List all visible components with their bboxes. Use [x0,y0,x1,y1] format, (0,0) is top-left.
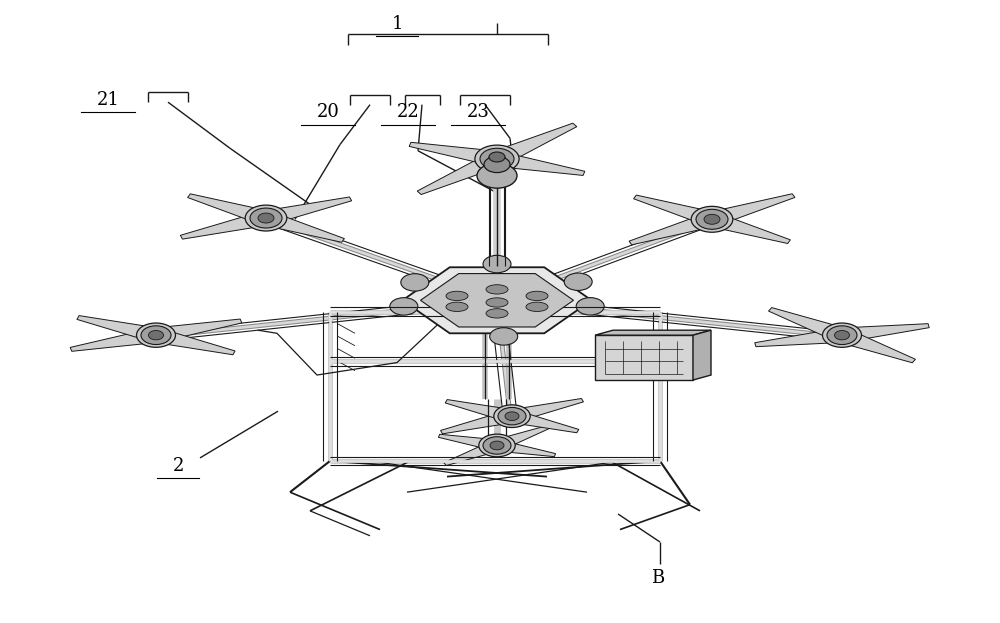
Polygon shape [508,410,579,433]
Polygon shape [595,335,693,380]
Text: 2: 2 [172,457,184,475]
Circle shape [489,152,505,162]
Circle shape [696,209,728,229]
Circle shape [250,208,282,228]
Polygon shape [70,328,159,351]
Polygon shape [438,434,499,451]
Ellipse shape [446,302,468,312]
Circle shape [148,330,164,340]
Polygon shape [409,142,500,166]
Circle shape [490,328,518,345]
Polygon shape [755,328,844,346]
Circle shape [505,412,519,421]
Polygon shape [595,330,711,335]
Ellipse shape [526,302,548,312]
Polygon shape [693,330,711,380]
Polygon shape [420,273,574,327]
Polygon shape [152,328,235,354]
Text: 23: 23 [467,103,489,121]
Ellipse shape [486,309,508,318]
Circle shape [494,405,530,427]
Polygon shape [508,399,583,422]
Polygon shape [836,329,916,363]
Polygon shape [492,426,550,450]
Circle shape [245,205,287,231]
Circle shape [490,441,504,450]
Circle shape [390,298,418,315]
Polygon shape [153,319,242,342]
Circle shape [479,434,515,457]
Polygon shape [77,316,160,342]
Circle shape [258,213,274,223]
Text: 22: 22 [397,103,419,121]
Polygon shape [629,212,717,245]
Circle shape [576,298,604,315]
Circle shape [141,326,171,345]
Polygon shape [188,194,271,225]
Circle shape [488,154,506,164]
Ellipse shape [486,285,508,294]
Polygon shape [490,123,577,165]
Polygon shape [444,440,502,465]
Text: B: B [651,569,665,587]
Polygon shape [494,151,585,176]
Polygon shape [707,194,795,226]
Ellipse shape [446,292,468,301]
Polygon shape [495,440,556,457]
Circle shape [483,255,511,273]
Circle shape [564,273,592,290]
Text: 20: 20 [317,103,339,121]
Circle shape [704,214,720,224]
Circle shape [480,148,514,169]
Circle shape [401,273,429,291]
Circle shape [136,323,176,348]
Circle shape [827,326,857,345]
Circle shape [483,437,511,454]
Polygon shape [441,410,516,434]
Circle shape [691,206,733,232]
Circle shape [477,163,517,188]
Polygon shape [180,211,270,239]
Polygon shape [840,324,929,343]
Circle shape [498,407,526,425]
Circle shape [484,156,510,173]
Polygon shape [402,267,592,333]
Polygon shape [634,195,717,226]
Polygon shape [262,197,352,225]
Polygon shape [261,211,344,242]
Text: 21: 21 [97,91,119,108]
Circle shape [475,145,519,173]
Circle shape [834,330,850,340]
Ellipse shape [526,292,548,301]
Polygon shape [768,308,848,341]
Ellipse shape [486,298,508,307]
Polygon shape [417,153,504,194]
Polygon shape [445,399,516,422]
Polygon shape [707,212,790,244]
Text: 1: 1 [391,15,403,32]
Circle shape [822,323,862,348]
